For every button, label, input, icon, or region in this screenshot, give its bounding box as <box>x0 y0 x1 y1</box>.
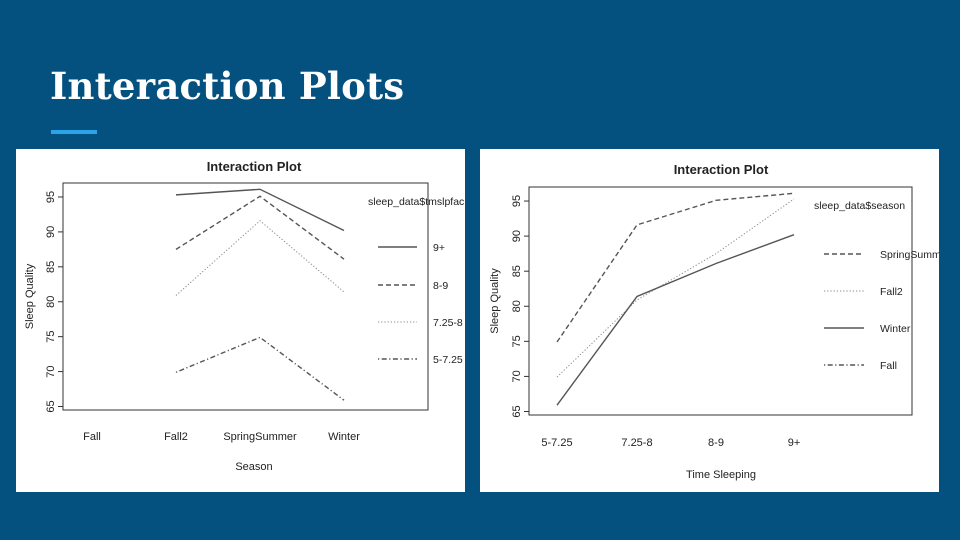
y-tick-label: 95 <box>511 195 523 207</box>
x-tick-label: 5-7.25 <box>541 437 572 449</box>
series-line-winter <box>556 234 795 406</box>
y-tick-label: 90 <box>45 226 57 238</box>
y-axis-label: Sleep Quality <box>24 263 36 329</box>
legend-label: 7.25-8 <box>433 317 463 329</box>
legend-label: Fall2 <box>880 286 903 298</box>
y-tick-label: 65 <box>45 400 57 412</box>
legend-label: 5-7.25 <box>433 354 463 366</box>
plot-frame <box>528 186 913 416</box>
x-axis-label: Season <box>235 461 272 473</box>
interaction-plot-time-sleeping: Interaction Plot 65 70 75 80 85 90 95 5-7.25 7.25… <box>480 149 939 492</box>
chart-svg-season: Interaction Plot 65 70 75 80 85 90 95 Fall Fall2 S… <box>24 159 464 473</box>
legend-label: 8-9 <box>433 280 448 292</box>
y-tick-label: 75 <box>511 335 523 347</box>
chart-title: Interaction Plot <box>207 159 302 174</box>
y-tick-label: 70 <box>45 365 57 377</box>
y-tick-label: 95 <box>45 191 57 203</box>
interaction-plot-season: Interaction Plot 65 70 75 80 85 90 95 Fall Fall2 S… <box>16 149 465 492</box>
series-line-springsummer <box>556 192 795 343</box>
series-line-7-25-8 <box>175 220 345 296</box>
legend-label: SpringSummer <box>880 249 939 261</box>
y-tick-label: 75 <box>45 331 57 343</box>
series-line-8-9 <box>175 195 345 260</box>
y-tick-label: 85 <box>511 265 523 277</box>
legend-title: sleep_data$tmslpfac <box>368 196 464 208</box>
series-line-fall2 <box>556 198 795 378</box>
y-tick-label: 80 <box>511 300 523 312</box>
x-tick-label: 7.25-8 <box>621 437 652 449</box>
x-tick-label: Fall <box>83 431 101 443</box>
x-tick-label: Winter <box>328 431 360 443</box>
y-tick-label: 65 <box>511 405 523 417</box>
x-tick-label: 9+ <box>788 437 801 449</box>
y-tick-label: 85 <box>45 261 57 273</box>
series-line-9- <box>175 188 345 232</box>
legend-label: Winter <box>880 323 911 335</box>
legend-label: Fall <box>880 360 897 372</box>
plot-frame <box>62 182 429 411</box>
legend-title: sleep_data$season <box>814 200 905 212</box>
y-axis-label: Sleep Quality <box>489 268 501 334</box>
chart-title: Interaction Plot <box>674 162 769 177</box>
title-accent-bar <box>51 130 97 134</box>
x-axis-label: Time Sleeping <box>686 469 756 481</box>
x-tick-label: Fall2 <box>164 431 188 443</box>
y-tick-label: 90 <box>511 230 523 242</box>
chart-svg-time-sleeping: Interaction Plot 65 70 75 80 85 90 95 5-7.25 7.25… <box>489 162 939 481</box>
slide-title: Interaction Plots <box>50 64 405 108</box>
legend-label: 9+ <box>433 242 445 254</box>
y-tick-label: 70 <box>511 370 523 382</box>
x-tick-label: SpringSummer <box>223 431 297 443</box>
series-line-5-7-25 <box>175 336 345 401</box>
y-tick-label: 80 <box>45 296 57 308</box>
x-tick-label: 8-9 <box>708 437 724 449</box>
